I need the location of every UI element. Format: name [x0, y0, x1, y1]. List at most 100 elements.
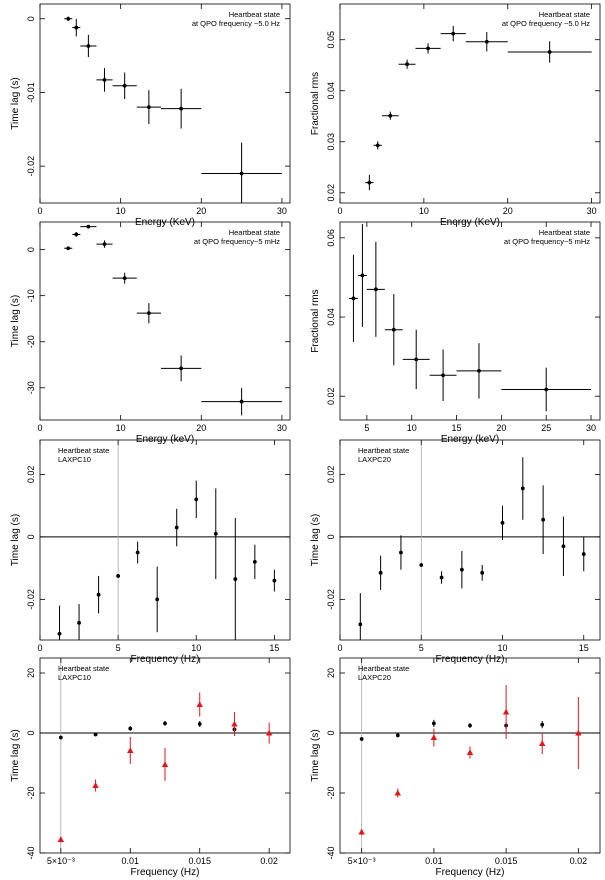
y-tick-label: 0	[26, 730, 36, 735]
y-axis-label: Time lag (s)	[310, 729, 321, 781]
x-axis-label: Frequency (Hz)	[436, 654, 505, 665]
y-tick-label: 0.04	[326, 82, 336, 100]
y-tick-label: -20	[26, 335, 36, 348]
data-point	[561, 544, 566, 549]
plot-frame	[39, 439, 291, 641]
data-point	[575, 729, 582, 736]
plot-frame	[39, 657, 291, 854]
x-tick-label: 10	[191, 643, 201, 653]
plot-frame	[339, 3, 601, 204]
plot-frame	[339, 221, 601, 421]
x-tick-label: 20	[496, 423, 506, 433]
data-point	[414, 357, 419, 362]
data-point	[391, 327, 396, 332]
data-point	[484, 39, 489, 44]
plot-frame	[339, 439, 601, 641]
data-point	[122, 276, 127, 281]
y-tick-label: 20	[26, 668, 36, 678]
chart-panel-5: 0 5 10 15 0.02 0 -0.02 Frequency (Hz) Time lag (…	[10, 439, 291, 665]
data-point	[439, 575, 444, 580]
data-point	[66, 16, 71, 21]
y-axis-label: Fractional rms	[310, 289, 321, 352]
data-point	[231, 720, 238, 727]
data-point	[179, 366, 184, 371]
data-point	[502, 708, 510, 715]
y-tick-label: 0	[26, 247, 36, 252]
data-point	[213, 531, 218, 536]
data-point	[468, 723, 472, 728]
data-point	[233, 577, 238, 581]
annotation-text: Heartbeat state	[229, 228, 280, 237]
y-tick-label: -30	[26, 381, 36, 394]
x-axis-label: Frequency (Hz)	[131, 867, 200, 878]
x-tick-label: 5	[419, 643, 424, 653]
x-tick-label: 30	[586, 423, 596, 433]
annotation-text: LAXPC10	[58, 673, 91, 682]
x-tick-label: 10	[116, 423, 126, 433]
data-point	[57, 631, 62, 636]
data-point	[375, 143, 380, 148]
series-black	[58, 721, 237, 740]
data-point	[174, 525, 179, 530]
data-point	[93, 732, 98, 737]
data-point	[265, 729, 273, 736]
data-point	[477, 368, 481, 373]
data-point	[451, 31, 456, 36]
data-point	[539, 740, 546, 747]
y-tick-label: -0.02	[326, 589, 336, 610]
y-tick-label: -0.02	[26, 589, 36, 610]
y-tick-label: 0.05	[326, 31, 336, 49]
chart-panel-2: 0 10 20 30 0.02 0.03 0.04 0.05 Energy (KeV) Fract…	[310, 3, 601, 228]
data-point	[122, 83, 127, 88]
x-tick-label: 5×10⁻³	[348, 856, 376, 866]
data-point	[155, 597, 160, 602]
x-tick-label: 10	[407, 423, 417, 433]
x-axis-label: Energy (keV)	[441, 434, 499, 445]
data-point	[74, 25, 79, 30]
x-tick-label: 30	[277, 206, 287, 216]
data-point	[459, 567, 464, 572]
annotation-text: at QPO frequency~5 mHz	[504, 237, 590, 246]
x-tick-label: 5	[364, 423, 369, 433]
y-tick-label: -0.01	[26, 82, 36, 103]
annotation-text: LAXPC20	[358, 673, 391, 682]
data-point	[441, 373, 446, 378]
series-black	[359, 719, 545, 741]
series-lag	[57, 480, 277, 640]
series-rms	[348, 223, 592, 412]
data-point	[146, 311, 151, 316]
annotation-text: Heartbeat state	[229, 10, 280, 19]
data-point	[426, 46, 430, 51]
data-point	[86, 224, 91, 229]
annotation-text: Heartbeat state	[539, 10, 590, 19]
data-point	[74, 232, 79, 237]
data-point	[272, 578, 277, 583]
annotation-text: Heartbeat state	[539, 228, 590, 237]
y-axis-label: Fractional rms	[310, 72, 321, 135]
x-tick-label: 0	[37, 206, 42, 216]
data-point	[430, 734, 438, 741]
data-point	[239, 171, 244, 176]
data-point	[146, 105, 151, 110]
data-point	[66, 246, 71, 251]
data-point	[86, 44, 91, 48]
y-axis-label: Time lag (s)	[10, 729, 21, 781]
x-axis-label: Frequency (Hz)	[131, 654, 200, 665]
series-red	[358, 685, 582, 835]
data-point	[102, 78, 107, 82]
x-tick-label: 0.015	[495, 856, 518, 866]
data-point	[194, 497, 199, 502]
annotation-text: Heartbeat state	[58, 446, 109, 455]
annotation-text: Heartbeat state	[358, 664, 409, 673]
x-axis-label: Energy (KeV)	[440, 217, 500, 228]
y-axis-label: Time lag (s)	[10, 77, 21, 129]
y-tick-label: 0.06	[326, 229, 336, 247]
x-tick-label: 20	[196, 206, 206, 216]
y-tick-label: 0.02	[326, 387, 336, 405]
x-axis-label: Energy (keV)	[136, 434, 194, 445]
data-point	[399, 550, 403, 555]
data-point	[541, 517, 546, 522]
data-point	[239, 399, 244, 404]
y-tick-label: 0.04	[326, 308, 336, 326]
y-tick-label: 0	[26, 534, 36, 539]
